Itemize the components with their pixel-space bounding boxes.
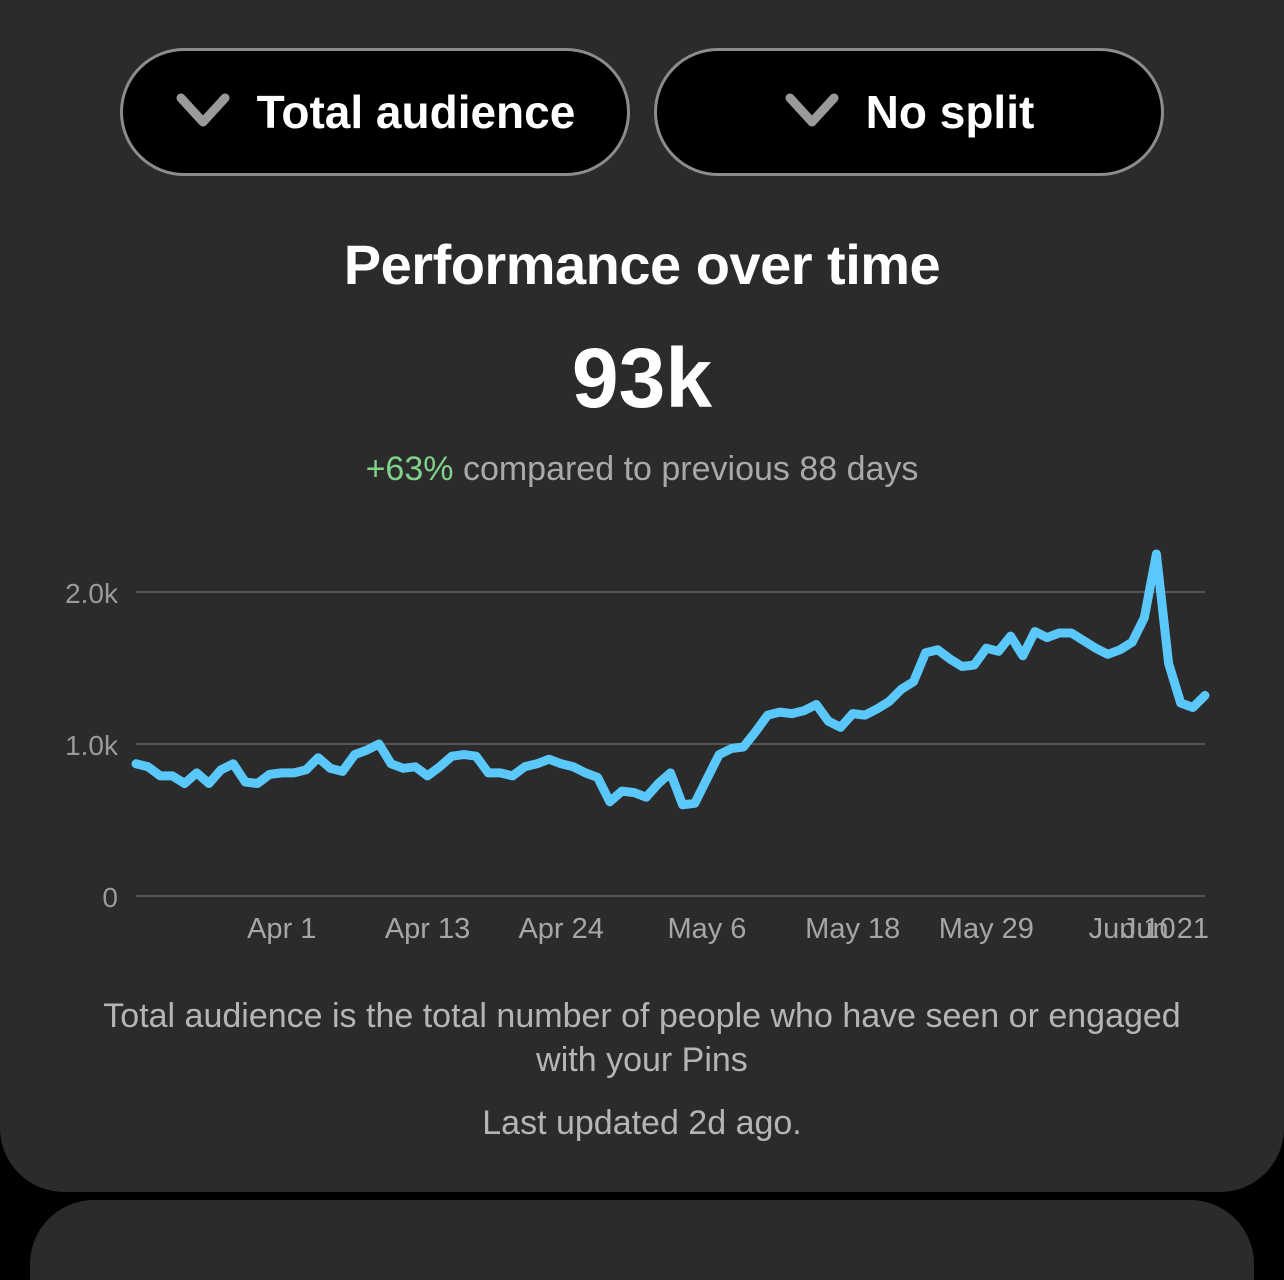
split-dropdown[interactable]: No split: [654, 48, 1164, 176]
y-tick-label: 2.0k: [65, 578, 119, 609]
y-tick-label: 1.0k: [65, 730, 119, 761]
metric-dropdown-label: Total audience: [256, 86, 576, 138]
performance-line-chart[interactable]: 0 1.0k 2.0k Apr 1 Apr 13 Apr 24 May 6 May 18 May…: [0, 520, 1284, 960]
x-tick-label: May 29: [939, 913, 1034, 945]
next-card: [30, 1200, 1254, 1280]
comparison-text: +63% compared to previous 88 days: [0, 450, 1284, 489]
x-tick-label: Jun 21: [1122, 913, 1209, 945]
x-tick-label: Apr 1: [247, 913, 316, 945]
metric-description: Total audience is the total number of pe…: [103, 997, 1181, 1079]
total-metric-value: 93k: [571, 331, 713, 425]
chart-title: Performance over time: [343, 233, 941, 296]
x-tick-label: Jun 10: [1089, 913, 1176, 945]
x-tick-label: May 18: [805, 913, 900, 945]
y-tick-label: 0: [102, 882, 118, 913]
x-tick-label: Apr 24: [518, 913, 603, 945]
metric-dropdown[interactable]: Total audience: [120, 48, 630, 176]
incomplete-data-hatch: [1246, 520, 1284, 960]
change-description: compared to previous 88 days: [462, 450, 919, 488]
split-dropdown-label: No split: [865, 86, 1035, 138]
performance-card: Total audience No split Performance over…: [0, 0, 1284, 1192]
x-tick-label: May 6: [667, 913, 746, 945]
change-percent: +63%: [365, 450, 454, 488]
chevron-down-icon: [785, 93, 839, 127]
last-updated-text: Last updated 2d ago.: [482, 1104, 802, 1142]
series-line: [131, 549, 1210, 810]
x-tick-label: Apr 13: [385, 913, 470, 945]
chevron-down-icon: [176, 93, 230, 127]
